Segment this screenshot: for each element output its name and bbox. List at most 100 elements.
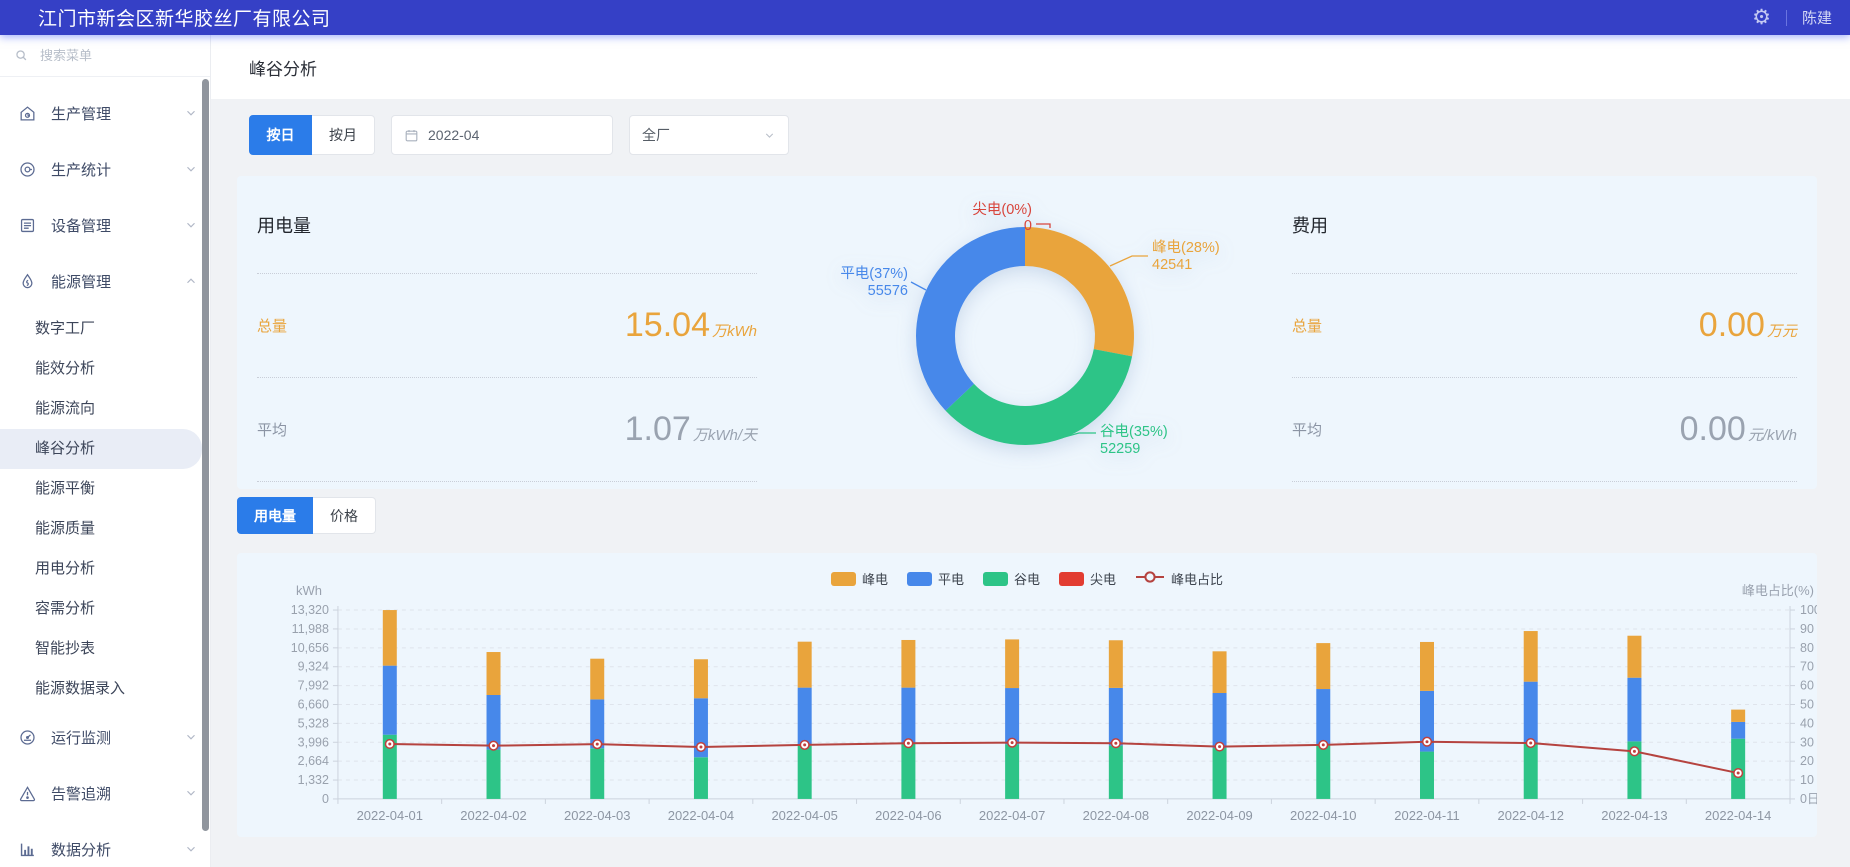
sidebar-item-label: 运行监测 [51, 729, 112, 747]
sidebar-item-4[interactable]: 运行监测 [0, 709, 210, 765]
user-name[interactable]: 陈建 [1801, 10, 1832, 27]
legend-item-0[interactable]: 峰电 [830, 569, 888, 588]
settings-gear-icon[interactable]: ⚙ [1752, 6, 1771, 29]
bar-group-4[interactable] [797, 641, 812, 799]
chevron-down-icon [184, 786, 198, 800]
sidebar-subitem-3-0[interactable]: 数字工厂 [35, 320, 96, 337]
donut-slice-平电[interactable] [915, 227, 1025, 411]
bar-group-7[interactable] [1108, 640, 1123, 799]
sidebar-item-5[interactable]: 告警追溯 [0, 765, 210, 821]
y-axis-tick: 10,656 [291, 641, 329, 655]
peak-valley-donut-chart[interactable]: 峰电(28%)42541 谷电(35%)52259 平电(37%)55576 尖电(0… [810, 176, 1240, 478]
sidebar-item-0[interactable]: 生产管理 [0, 85, 210, 141]
granularity-button-1[interactable]: 按月 [312, 115, 375, 155]
y-axis-tick: 2,664 [298, 754, 329, 768]
legend-label: 峰电 [861, 572, 888, 587]
cost-total-value: 0.00 万元 [1698, 306, 1797, 344]
cost-total-row: 总量 0.00 万元 [1292, 274, 1797, 378]
y2-axis-tick: 90 [1800, 622, 1814, 636]
bar-group-1[interactable] [486, 652, 501, 799]
line-marker[interactable] [903, 738, 914, 749]
legend-item-2[interactable]: 谷电 [982, 569, 1040, 588]
line-marker[interactable] [695, 741, 707, 753]
title-bar: 峰谷分析 [211, 35, 1850, 99]
donut-label-leader [910, 281, 926, 291]
bar-group-5[interactable] [901, 639, 916, 799]
sidebar-item-3[interactable]: 能源管理 [0, 253, 210, 309]
line-marker[interactable] [592, 739, 603, 750]
granularity-button-0[interactable]: 按日 [249, 115, 312, 155]
line-marker[interactable] [1525, 737, 1536, 749]
line-marker[interactable] [1421, 736, 1433, 747]
line-marker[interactable] [1214, 741, 1225, 752]
line-marker[interactable] [488, 740, 499, 751]
scope-select[interactable]: 全厂 [629, 115, 789, 155]
calendar-icon [405, 129, 418, 141]
donut-slice-谷电[interactable] [945, 349, 1132, 445]
bar-group-8[interactable] [1212, 651, 1227, 799]
donut-label-leader [1056, 432, 1096, 440]
x-axis-label: 2022-04-07 [979, 808, 1045, 823]
legend-item-1[interactable]: 平电 [906, 569, 964, 588]
metric-tab-1[interactable]: 价格 [313, 497, 376, 534]
sidebar-subitem-3-3[interactable]: 峰谷分析 [0, 429, 202, 469]
sidebar-subitem-3-9[interactable]: 能源数据录入 [35, 680, 126, 697]
sidebar-item-6[interactable]: 数据分析 [0, 821, 210, 867]
sidebar-subitem-3-1[interactable]: 能效分析 [35, 360, 96, 377]
header-divider [1785, 9, 1787, 26]
donut-label-leader [1109, 255, 1148, 267]
avg-label: 平均 [1292, 422, 1323, 439]
sidebar-subitem-3-5[interactable]: 能源质量 [35, 520, 96, 537]
bar-group-12[interactable] [1627, 635, 1642, 799]
legend-label: 谷电 [1013, 572, 1040, 587]
bar-group-9[interactable] [1316, 643, 1331, 799]
y-axis-tick: 0 [322, 792, 329, 806]
electricity-total-row: 总量 15.04 万kWh [257, 274, 757, 378]
bar-group-13[interactable] [1731, 709, 1746, 799]
filter-row: 按日 按月 2022-04 全厂 [249, 115, 1817, 155]
sidebar-item-2[interactable]: 设备管理 [0, 197, 210, 253]
legend-item-3[interactable]: 尖电 [1059, 569, 1116, 588]
line-marker[interactable] [1733, 768, 1744, 779]
line-marker[interactable] [1007, 737, 1018, 748]
daily-peak-valley-bar-chart[interactable]: 13,320 11,988 10,656 9,324 7,992 6,660 5,328 3,… [237, 553, 1817, 837]
sidebar-item-label: 数据分析 [51, 841, 112, 859]
y-axis-tick: 11,988 [292, 622, 329, 636]
sidebar-subitem-3-7[interactable]: 容需分析 [35, 600, 96, 617]
search-input[interactable] [38, 47, 172, 64]
line-marker[interactable] [799, 739, 810, 750]
bar-group-2[interactable] [590, 658, 605, 799]
line-marker[interactable] [1318, 739, 1329, 750]
bar-group-3[interactable] [693, 659, 708, 799]
menu-search [0, 35, 210, 77]
donut-value-平电: 55576 [867, 283, 907, 299]
sidebar-item-1[interactable]: 生产统计 [0, 141, 210, 197]
sidebar: 生产管理生产统计设备管理能源管理数字工厂能效分析能源流向峰谷分析能源平衡能源质量… [0, 35, 211, 867]
y-axis-tick: 5,328 [298, 716, 329, 730]
y2-axis-tick: 30 [1800, 735, 1814, 749]
bar-group-6[interactable] [1005, 639, 1020, 799]
chevron-down-icon [184, 162, 198, 176]
sidebar-subitem-3-8[interactable]: 智能抄表 [35, 640, 96, 657]
metric-tab-0[interactable]: 用电量 [237, 497, 313, 534]
donut-slice-峰电[interactable] [1024, 227, 1134, 357]
line-marker[interactable] [384, 738, 395, 750]
sidebar-subitem-3-4[interactable]: 能源平衡 [35, 480, 96, 497]
legend-item-4[interactable]: 峰电占比 [1135, 569, 1223, 588]
line-marker[interactable] [1629, 746, 1640, 757]
chevron-down-icon [184, 106, 198, 120]
sidebar-subitem-3-2[interactable]: 能源流向 [35, 400, 96, 417]
sidebar-subitem-3-6[interactable]: 用电分析 [35, 560, 96, 577]
bar-group-11[interactable] [1523, 631, 1538, 799]
date-picker[interactable]: 2022-04 [391, 115, 613, 155]
sidebar-scrollbar[interactable] [202, 79, 209, 831]
donut-label-平电: 平电(37%) [840, 265, 908, 282]
bar-group-0[interactable] [382, 610, 397, 799]
donut-label-尖电: 尖电(0%) [972, 201, 1032, 218]
date-value: 2022-04 [428, 127, 480, 143]
cost-summary: 费用 总量 0.00 万元 平均 0.00 元/kWh [1292, 176, 1797, 489]
y2-axis-tick: 70 [1800, 660, 1814, 674]
y-axis-tick: 13,320 [291, 603, 329, 617]
line-marker[interactable] [1110, 738, 1121, 749]
bar-group-10[interactable] [1420, 641, 1434, 799]
